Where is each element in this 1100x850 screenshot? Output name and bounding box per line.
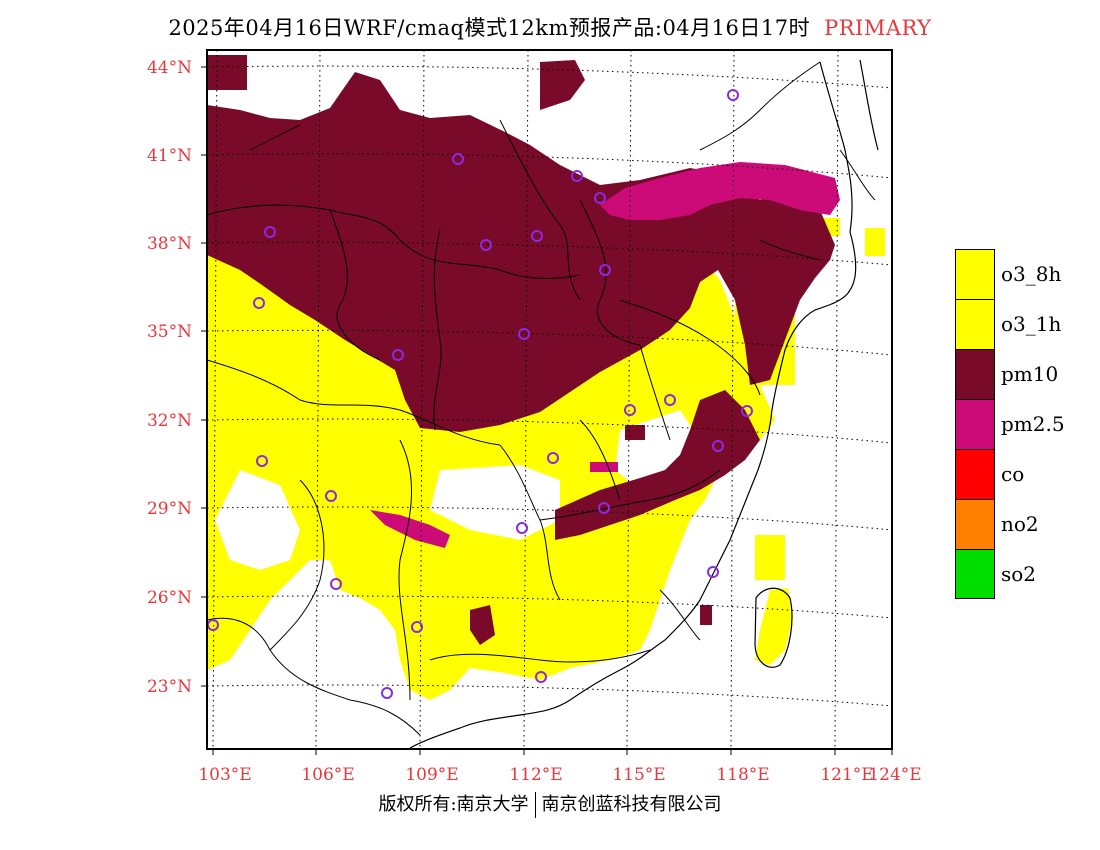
station-marker [535,671,547,683]
lat-label: 44°N [147,58,192,78]
pm10-patch-2 [470,605,495,645]
legend-swatch [955,449,995,499]
province-boundaries [207,61,876,736]
station-marker [381,687,393,699]
pm10-region [207,72,835,432]
map-frame [206,49,893,750]
legend-label: so2 [1001,562,1037,586]
station-marker [531,230,543,242]
station-marker [330,578,342,590]
station-marker [599,264,611,276]
station-marker [480,239,492,251]
legend-label: o3_8h [1001,262,1062,286]
legend-swatch [955,549,995,599]
axis-ticks [201,66,893,755]
lat-label: 38°N [147,234,192,254]
legend-swatch [955,399,995,449]
station-marker [712,440,724,452]
copyright-footer: 版权所有:南京大学 南京创蓝科技有限公司 [0,790,1100,818]
footer-separator [534,792,536,818]
legend-label: no2 [1001,512,1039,536]
lat-label: 26°N [147,588,192,608]
legend-swatch [955,349,995,399]
lon-label: 124°E [868,765,921,785]
lat-label: 32°N [147,411,192,431]
longitude-labels: 103°E 106°E 109°E 112°E 115°E 118°E 121°… [198,765,921,785]
map-area [207,50,892,749]
lon-label: 112°E [509,765,562,785]
station-marker [516,522,528,534]
station-marker [256,455,268,467]
latitude-labels: 23°N 26°N 29°N 32°N 35°N 38°N 41°N 44°N [147,58,192,697]
station-marker [452,153,464,165]
graticule [207,50,892,749]
clear-region-4 [270,600,380,725]
lat-label: 41°N [147,146,192,166]
pm10-region-nw [207,55,247,90]
lat-label: 29°N [147,499,192,519]
station-marker [325,490,337,502]
copyright-right: 南京创蓝科技有限公司 [541,794,722,815]
pm25-patch-3 [590,462,618,472]
legend-swatch [955,499,995,549]
legend-swatch [955,299,995,349]
station-marker [741,405,753,417]
legend-label: pm2.5 [1001,412,1065,436]
o3-patch-coast-1 [755,535,785,580]
station-marker [571,170,583,182]
clear-region-1 [215,470,300,570]
lon-label: 118°E [716,765,769,785]
o3-patch-korea [865,228,885,256]
clear-region-2 [430,465,560,540]
legend-label: o3_1h [1001,312,1062,336]
lon-label: 121°E [820,765,873,785]
station-marker [624,404,636,416]
legend-swatch [955,249,995,299]
lon-label: 109°E [405,765,458,785]
station-marker [598,502,610,514]
station-marker [264,226,276,238]
pm25-patch-2 [370,510,450,548]
station-marker [253,297,265,309]
o3-patch-taiwan [755,588,792,665]
lat-label: 23°N [147,677,192,697]
primary-tag: PRIMARY [824,16,932,40]
pm25-region [600,162,840,220]
pm10-patch-4 [625,425,645,440]
station-marker [594,192,606,204]
station-marker [727,89,739,101]
lat-label: 35°N [147,322,192,342]
pm10-patch-3 [700,605,712,625]
legend-label: co [1001,462,1025,486]
title-text: 2025年04月16日WRF/cmaq模式12km预报产品:04月16日17时 [168,16,811,40]
map-title: 2025年04月16日WRF/cmaq模式12km预报产品:04月16日17时 P… [0,12,1100,42]
legend-label: pm10 [1001,362,1059,386]
pm10-region-ne [540,60,585,110]
coastlines [409,59,879,749]
lon-label: 115°E [612,765,665,785]
copyright-left: 版权所有:南京大学 [378,794,529,815]
station-marker [707,566,719,578]
lon-label: 106°E [301,765,354,785]
station-marker [392,349,404,361]
lon-label: 103°E [198,765,251,785]
station-marker [664,394,676,406]
station-marker [547,452,559,464]
station-marker [411,621,423,633]
station-marker [518,328,530,340]
station-markers [207,89,753,699]
